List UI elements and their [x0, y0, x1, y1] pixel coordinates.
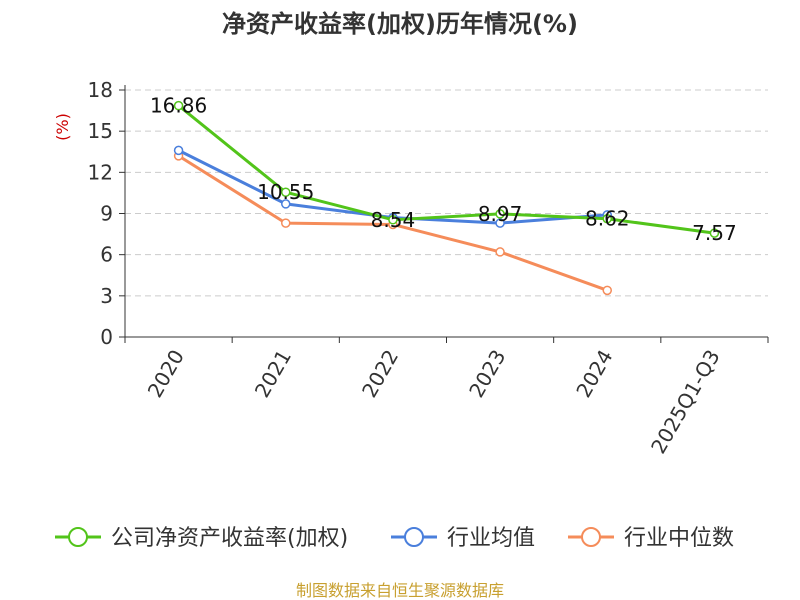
series-company-roe: [173, 100, 720, 238]
y-axis-label: (%): [53, 113, 72, 141]
data-point: [495, 218, 505, 228]
y-tick-label: 6: [100, 243, 113, 267]
y-tick-label: 15: [88, 119, 113, 143]
x-tick-label: 2025Q1-Q3: [646, 346, 725, 458]
data-point: [173, 100, 184, 111]
y-tick-label: 3: [100, 284, 113, 308]
data-labels: 16.86 10.55 8.54 8.97 8.62 7.57: [150, 94, 737, 245]
legend-label: 行业中位数: [624, 526, 734, 551]
grid-lines: [125, 89, 768, 297]
legend: 公司净资产收益率(加权) 行业均值 行业中位数: [55, 526, 734, 551]
legend-marker: [68, 527, 88, 547]
data-point: [709, 228, 720, 238]
data-point: [495, 247, 505, 257]
y-tick-label: 9: [100, 202, 113, 226]
x-tick-label: 2022: [357, 346, 403, 402]
legend-label: 行业均值: [447, 526, 535, 551]
x-tick-label: 2024: [571, 346, 617, 402]
data-label: 10.55: [257, 180, 314, 204]
series-group: [173, 100, 720, 296]
x-tick-label: 2021: [250, 346, 296, 402]
data-label: 7.57: [692, 221, 737, 245]
axes: 0 3 6 9 12 15 18 2020 2021 2022 2023 2024 2025Q1-Q3: [88, 78, 769, 458]
data-point: [602, 285, 612, 296]
x-tick-label: 2020: [143, 346, 189, 402]
y-tick-label: 12: [88, 160, 113, 184]
legend-label: 公司净资产收益率(加权): [111, 526, 348, 551]
source-note: 制图数据来自恒生聚源数据库: [296, 581, 504, 600]
legend-item: 行业中位数: [568, 526, 734, 551]
data-point: [281, 218, 291, 228]
data-point: [281, 187, 291, 197]
legend-marker: [404, 527, 424, 547]
data-point: [602, 213, 612, 224]
x-tick-label: 2023: [464, 346, 510, 402]
legend-marker: [581, 527, 601, 547]
data-label: 16.86: [150, 94, 207, 118]
data-point: [173, 145, 184, 156]
data-label: 8.97: [478, 202, 523, 226]
data-point: [495, 209, 505, 219]
legend-item: 公司净资产收益率(加权): [55, 526, 348, 551]
data-label: 8.54: [371, 208, 416, 232]
data-point: [388, 215, 398, 225]
data-point: [281, 199, 291, 209]
y-tick-label: 18: [88, 78, 113, 102]
data-label: 8.62: [585, 207, 630, 231]
y-tick-label: 0: [100, 325, 113, 349]
series-line: [177, 104, 715, 235]
legend-item: 行业均值: [391, 526, 535, 551]
chart-title: 净资产收益率(加权)历年情况(%): [222, 10, 578, 38]
